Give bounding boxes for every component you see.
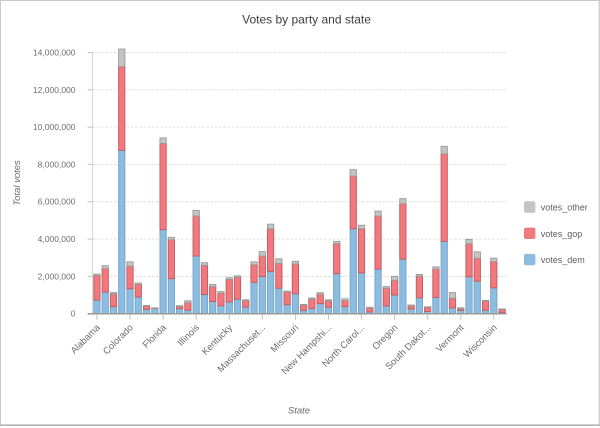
svg-text:6,000,000: 6,000,000 — [38, 197, 76, 207]
svg-text:State: State — [288, 406, 310, 417]
svg-text:0: 0 — [71, 309, 76, 319]
svg-text:Votes by party and state: Votes by party and state — [242, 12, 371, 26]
svg-text:Total votes: Total votes — [12, 160, 23, 206]
svg-text:4,000,000: 4,000,000 — [38, 234, 76, 244]
svg-text:10,000,000: 10,000,000 — [33, 122, 76, 132]
svg-text:14,000,000: 14,000,000 — [33, 47, 76, 57]
svg-text:votes_gop: votes_gop — [541, 229, 583, 239]
svg-text:8,000,000: 8,000,000 — [38, 159, 76, 169]
svg-text:votes_other: votes_other — [541, 203, 588, 213]
svg-text:12,000,000: 12,000,000 — [33, 85, 76, 95]
svg-text:votes_dem: votes_dem — [541, 255, 585, 265]
svg-text:2,000,000: 2,000,000 — [38, 271, 76, 281]
